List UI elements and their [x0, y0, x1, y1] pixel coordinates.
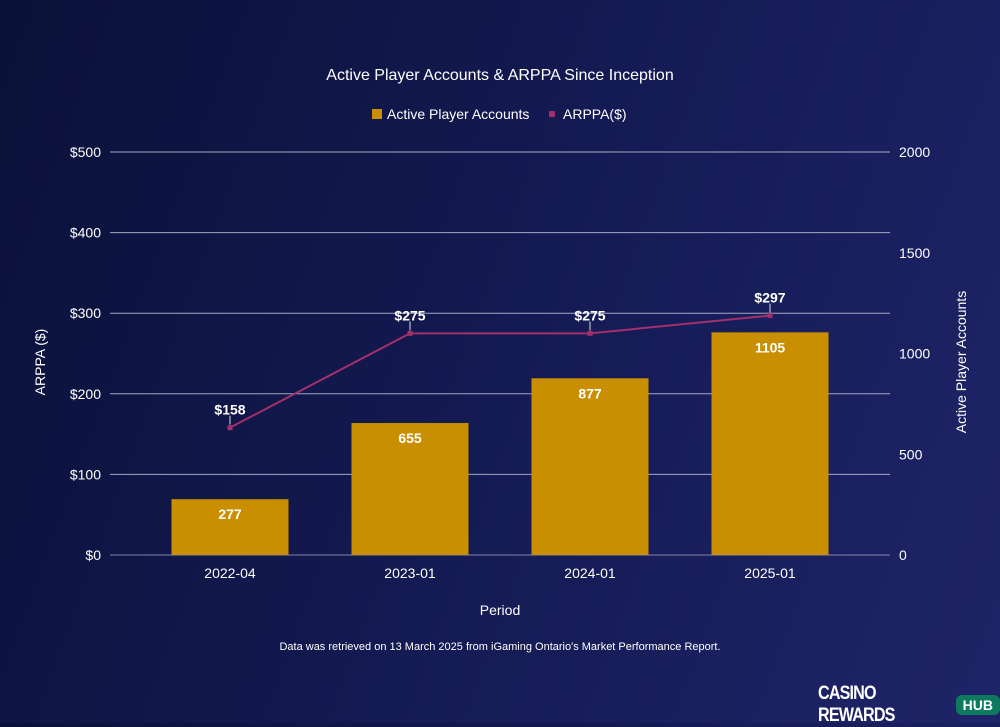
bar-value-label: 877 [578, 385, 602, 401]
arppa-value-label: $275 [574, 307, 605, 323]
arppa-point [587, 330, 593, 336]
arppa-point [767, 313, 773, 319]
bar-value-label: 277 [218, 506, 242, 522]
left-tick-label: $0 [85, 547, 101, 563]
bar-value-label: 655 [398, 430, 422, 446]
legend-label-line: ARPPA($) [563, 106, 627, 122]
left-tick-label: $500 [70, 144, 101, 160]
legend-swatch-line [549, 111, 555, 117]
left-tick-label: $300 [70, 305, 101, 321]
arppa-value-label: $275 [394, 307, 425, 323]
bar [531, 378, 649, 555]
bar [711, 332, 829, 555]
right-tick-label: 500 [899, 446, 923, 462]
legend: Active Player Accounts ARPPA($) [372, 106, 627, 122]
left-axis-title: ARPPA ($) [32, 329, 48, 396]
x-tick-label: 2023-01 [384, 565, 436, 581]
right-tick-label: 0 [899, 547, 907, 563]
footnote: Data was retrieved on 13 March 2025 from… [279, 641, 720, 653]
arppa-point [407, 330, 413, 336]
right-tick-label: 1000 [899, 346, 930, 362]
chart-title: Active Player Accounts & ARPPA Since Inc… [326, 67, 673, 84]
logo-word: CASINO REWARDS [818, 683, 895, 726]
left-tick-label: $100 [70, 466, 101, 482]
arppa-point [227, 425, 233, 431]
bar [171, 499, 289, 555]
arppa-line [229, 314, 771, 429]
casino-rewards-hub-logo: CASINO REWARDS HUB [818, 683, 1000, 727]
legend-label-bar: Active Player Accounts [387, 106, 529, 122]
x-axis-title: Period [480, 602, 520, 618]
left-tick-label: $400 [70, 225, 101, 241]
arppa-value-label: $158 [214, 402, 245, 418]
legend-swatch-bar [372, 109, 382, 119]
bar [351, 423, 469, 555]
left-tick-label: $200 [70, 386, 101, 402]
x-tick-label: 2022-04 [204, 565, 256, 581]
x-tick-label: 2024-01 [564, 565, 616, 581]
right-axis-title: Active Player Accounts [953, 291, 969, 433]
right-tick-label: 2000 [899, 144, 930, 160]
bar-value-label: 1105 [755, 339, 786, 355]
logo-badge: HUB [955, 695, 1000, 715]
right-tick-label: 1500 [899, 245, 930, 261]
x-tick-label: 2025-01 [744, 565, 796, 581]
arppa-value-label: $297 [754, 290, 785, 306]
